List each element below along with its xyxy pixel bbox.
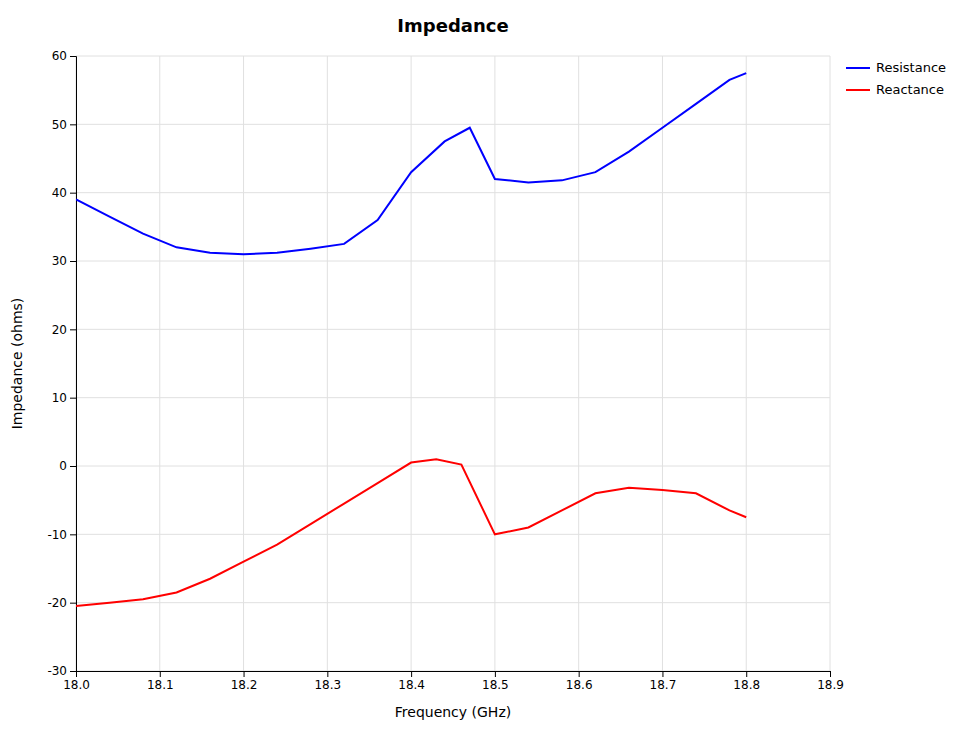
tick-label: 18.6 xyxy=(566,678,593,692)
x-axis: 18.0 18.1 18.2 18.3 18.4 18.5 18.6 18.7 18.8 18.9 xyxy=(63,671,844,692)
grid-line-y xyxy=(76,329,830,330)
y-axis: -30 -20 -10 0 10 20 30 40 50 60 xyxy=(47,49,76,678)
tick-label: 0 xyxy=(59,459,67,473)
grid-line-x xyxy=(746,56,747,671)
tick-mark xyxy=(70,56,76,57)
tick-mark xyxy=(411,671,412,677)
tick-label: 18.7 xyxy=(650,678,677,692)
tick: 18.2 xyxy=(231,671,258,692)
tick-mark xyxy=(70,261,76,262)
tick: 18.4 xyxy=(398,671,425,692)
tick: 50 xyxy=(52,118,76,132)
tick: -20 xyxy=(47,596,76,610)
tick-mark xyxy=(70,124,76,125)
axis-line xyxy=(70,57,77,672)
tick-mark xyxy=(70,534,76,535)
grid-line-x xyxy=(327,56,328,671)
y-axis-title: Impedance (ohms) xyxy=(9,298,25,430)
legend-swatch xyxy=(846,89,870,91)
tick-label: 18.0 xyxy=(63,678,90,692)
grid-line-y xyxy=(76,466,830,467)
grid-line-x xyxy=(411,56,412,671)
tick-mark xyxy=(70,466,76,467)
tick: 30 xyxy=(52,254,76,268)
grid-line-y xyxy=(76,534,830,535)
grid-line-x xyxy=(578,56,579,671)
tick: 18.8 xyxy=(733,671,760,692)
tick-label: 18.8 xyxy=(733,678,760,692)
tick: 18.3 xyxy=(314,671,341,692)
legend-swatch xyxy=(846,67,870,69)
tick-mark xyxy=(70,329,76,330)
tick: 40 xyxy=(52,186,76,200)
axis-line xyxy=(77,672,831,678)
tick-label: 10 xyxy=(52,391,67,405)
grid-line-y xyxy=(76,56,830,57)
tick: 20 xyxy=(52,323,76,337)
tick-label: 18.4 xyxy=(398,678,425,692)
plot: 18.0 18.1 18.2 18.3 18.4 18.5 18.6 18.7 18.8 18.9… xyxy=(47,49,843,691)
grid-line-y xyxy=(76,261,830,262)
series-line xyxy=(76,459,746,606)
tick-label: 60 xyxy=(52,49,67,63)
tick: 18.0 xyxy=(63,671,90,692)
tick-mark xyxy=(160,671,161,677)
tick: -10 xyxy=(47,528,76,542)
tick-mark xyxy=(244,671,245,677)
tick-label: 30 xyxy=(52,254,67,268)
title: Impedance xyxy=(397,15,508,36)
tick: 18.5 xyxy=(482,671,509,692)
tick-mark xyxy=(746,671,747,677)
tick: 18.6 xyxy=(566,671,593,692)
chart: 18.0 18.1 18.2 18.3 18.4 18.5 18.6 18.7 18.8 18.9… xyxy=(0,0,980,735)
legend: Resistance Reactance xyxy=(846,60,946,97)
tick: -30 xyxy=(47,664,76,678)
tick-mark xyxy=(495,671,496,677)
tick-label: 20 xyxy=(52,323,67,337)
x-axis-title: Frequency (GHz) xyxy=(395,704,511,720)
grid-line-x xyxy=(830,56,831,671)
legend-item: Resistance xyxy=(846,60,946,75)
tick-mark xyxy=(830,671,831,677)
grid-line-y xyxy=(76,124,830,125)
tick-mark xyxy=(327,671,328,677)
legend-label: Reactance xyxy=(876,82,944,97)
tick-mark xyxy=(579,671,580,677)
grid-line-x xyxy=(243,56,244,671)
tick-label: 18.9 xyxy=(817,678,844,692)
legend-label: Resistance xyxy=(876,60,946,75)
tick-mark xyxy=(662,671,663,677)
series-line xyxy=(76,73,746,254)
tick-label: 40 xyxy=(52,186,67,200)
tick-label: -20 xyxy=(47,596,67,610)
tick-label: 18.3 xyxy=(314,678,341,692)
tick: 18.9 xyxy=(817,671,844,692)
tick-label: 18.2 xyxy=(231,678,258,692)
tick-label: 18.1 xyxy=(147,678,174,692)
tick: 60 xyxy=(52,49,76,63)
lines xyxy=(76,73,746,606)
grid-line-x xyxy=(159,56,160,671)
tick: 0 xyxy=(59,459,76,473)
tick-label: 50 xyxy=(52,118,67,132)
tick: 18.7 xyxy=(650,671,677,692)
grid-line-y xyxy=(76,397,830,398)
tick: 18.1 xyxy=(147,671,174,692)
tick-mark xyxy=(70,398,76,399)
grid xyxy=(76,56,830,671)
grid-line-x xyxy=(494,56,495,671)
tick-label: -10 xyxy=(47,528,67,542)
tick-mark xyxy=(70,193,76,194)
grid-line-y xyxy=(76,192,830,193)
tick-mark xyxy=(70,603,76,604)
tick-mark xyxy=(70,671,76,672)
grid-line-x xyxy=(662,56,663,671)
legend-item: Reactance xyxy=(846,82,944,97)
grid-line-y xyxy=(76,602,830,603)
tick-label: -30 xyxy=(47,664,67,678)
tick-label: 18.5 xyxy=(482,678,509,692)
tick: 10 xyxy=(52,391,76,405)
